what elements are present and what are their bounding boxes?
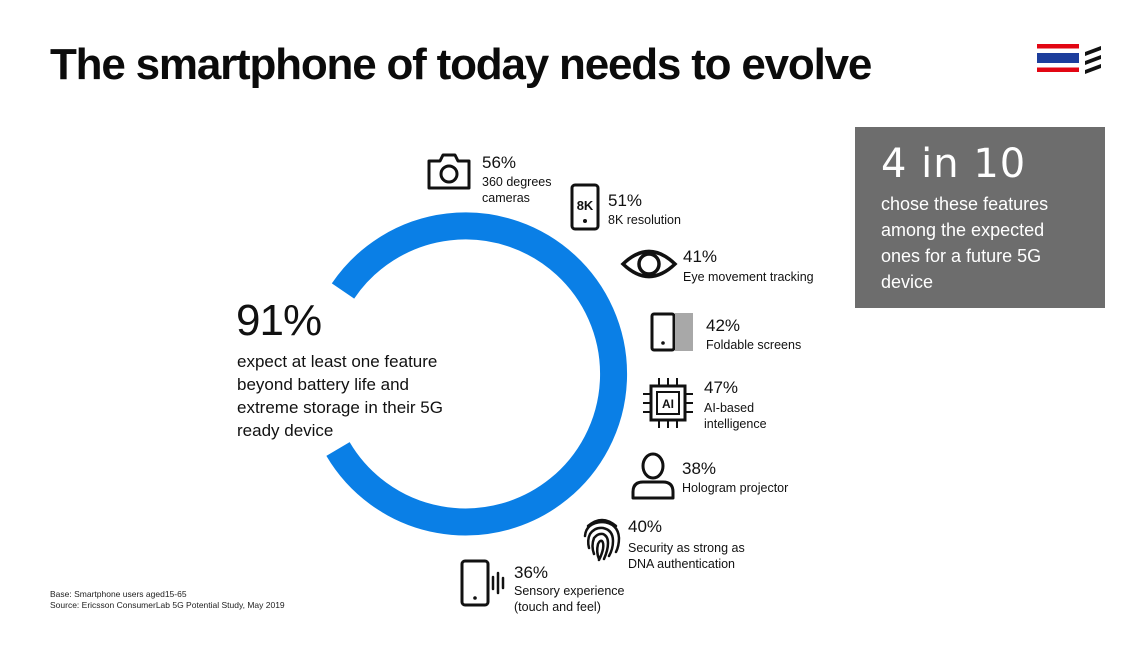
feature-percent: 42% (706, 316, 741, 335)
feature-label: Hologram projector (682, 481, 789, 495)
feature-percent: 56% (482, 153, 517, 172)
ai-chip-icon: AI (643, 378, 693, 428)
feature-percent: 36% (514, 563, 549, 582)
feature-percent: 41% (683, 247, 718, 266)
8k-phone-icon: 8K (570, 183, 600, 231)
feature-label: Sensory experience (touch and feel) (514, 584, 625, 614)
feature-percent: 47% (704, 378, 739, 397)
vibrating-phone-icon (460, 559, 505, 607)
flag-icon (1037, 44, 1079, 72)
eye-icon (620, 249, 678, 279)
camera-icon (427, 153, 471, 190)
footnote-source: Source: Ericsson ConsumerLab 5G Potentia… (50, 600, 285, 610)
callout-text: chose these features among the expected … (881, 194, 1049, 292)
svg-text:AI: AI (662, 397, 674, 411)
ring-arc (326, 212, 627, 536)
svg-text:8K: 8K (577, 198, 594, 213)
feature-label: Foldable screens (706, 338, 802, 352)
logo (1037, 44, 1101, 74)
feature-percent: 40% (628, 517, 663, 536)
page-title: The smartphone of today needs to evolve (50, 40, 872, 89)
feature-label: Eye movement tracking (683, 270, 814, 284)
footnote-base: Base: Smartphone users aged15-65 (50, 589, 187, 599)
headline-description: expect at least one feature beyond batte… (237, 352, 443, 440)
callout-box: 4 in 10 chose these features among the e… (855, 127, 1105, 308)
headline-stat: 91% (236, 296, 322, 345)
feature-label: 8K resolution (608, 213, 681, 227)
person-icon (631, 452, 675, 500)
feature-percent: 51% (608, 191, 643, 210)
feature-label: AI-based intelligence (704, 401, 767, 431)
feature-percent: 38% (682, 459, 717, 478)
feature-label: Security as strong as DNA authentication (628, 541, 745, 571)
footnote: Base: Smartphone users aged15-65 Source:… (50, 589, 285, 611)
foldable-phone-icon (650, 312, 693, 352)
feature-label: 360 degrees cameras (482, 175, 552, 205)
fingerprint-icon (583, 518, 621, 562)
brand-mark-icon (1085, 46, 1101, 74)
callout-stat: 4 in 10 (881, 141, 1027, 187)
